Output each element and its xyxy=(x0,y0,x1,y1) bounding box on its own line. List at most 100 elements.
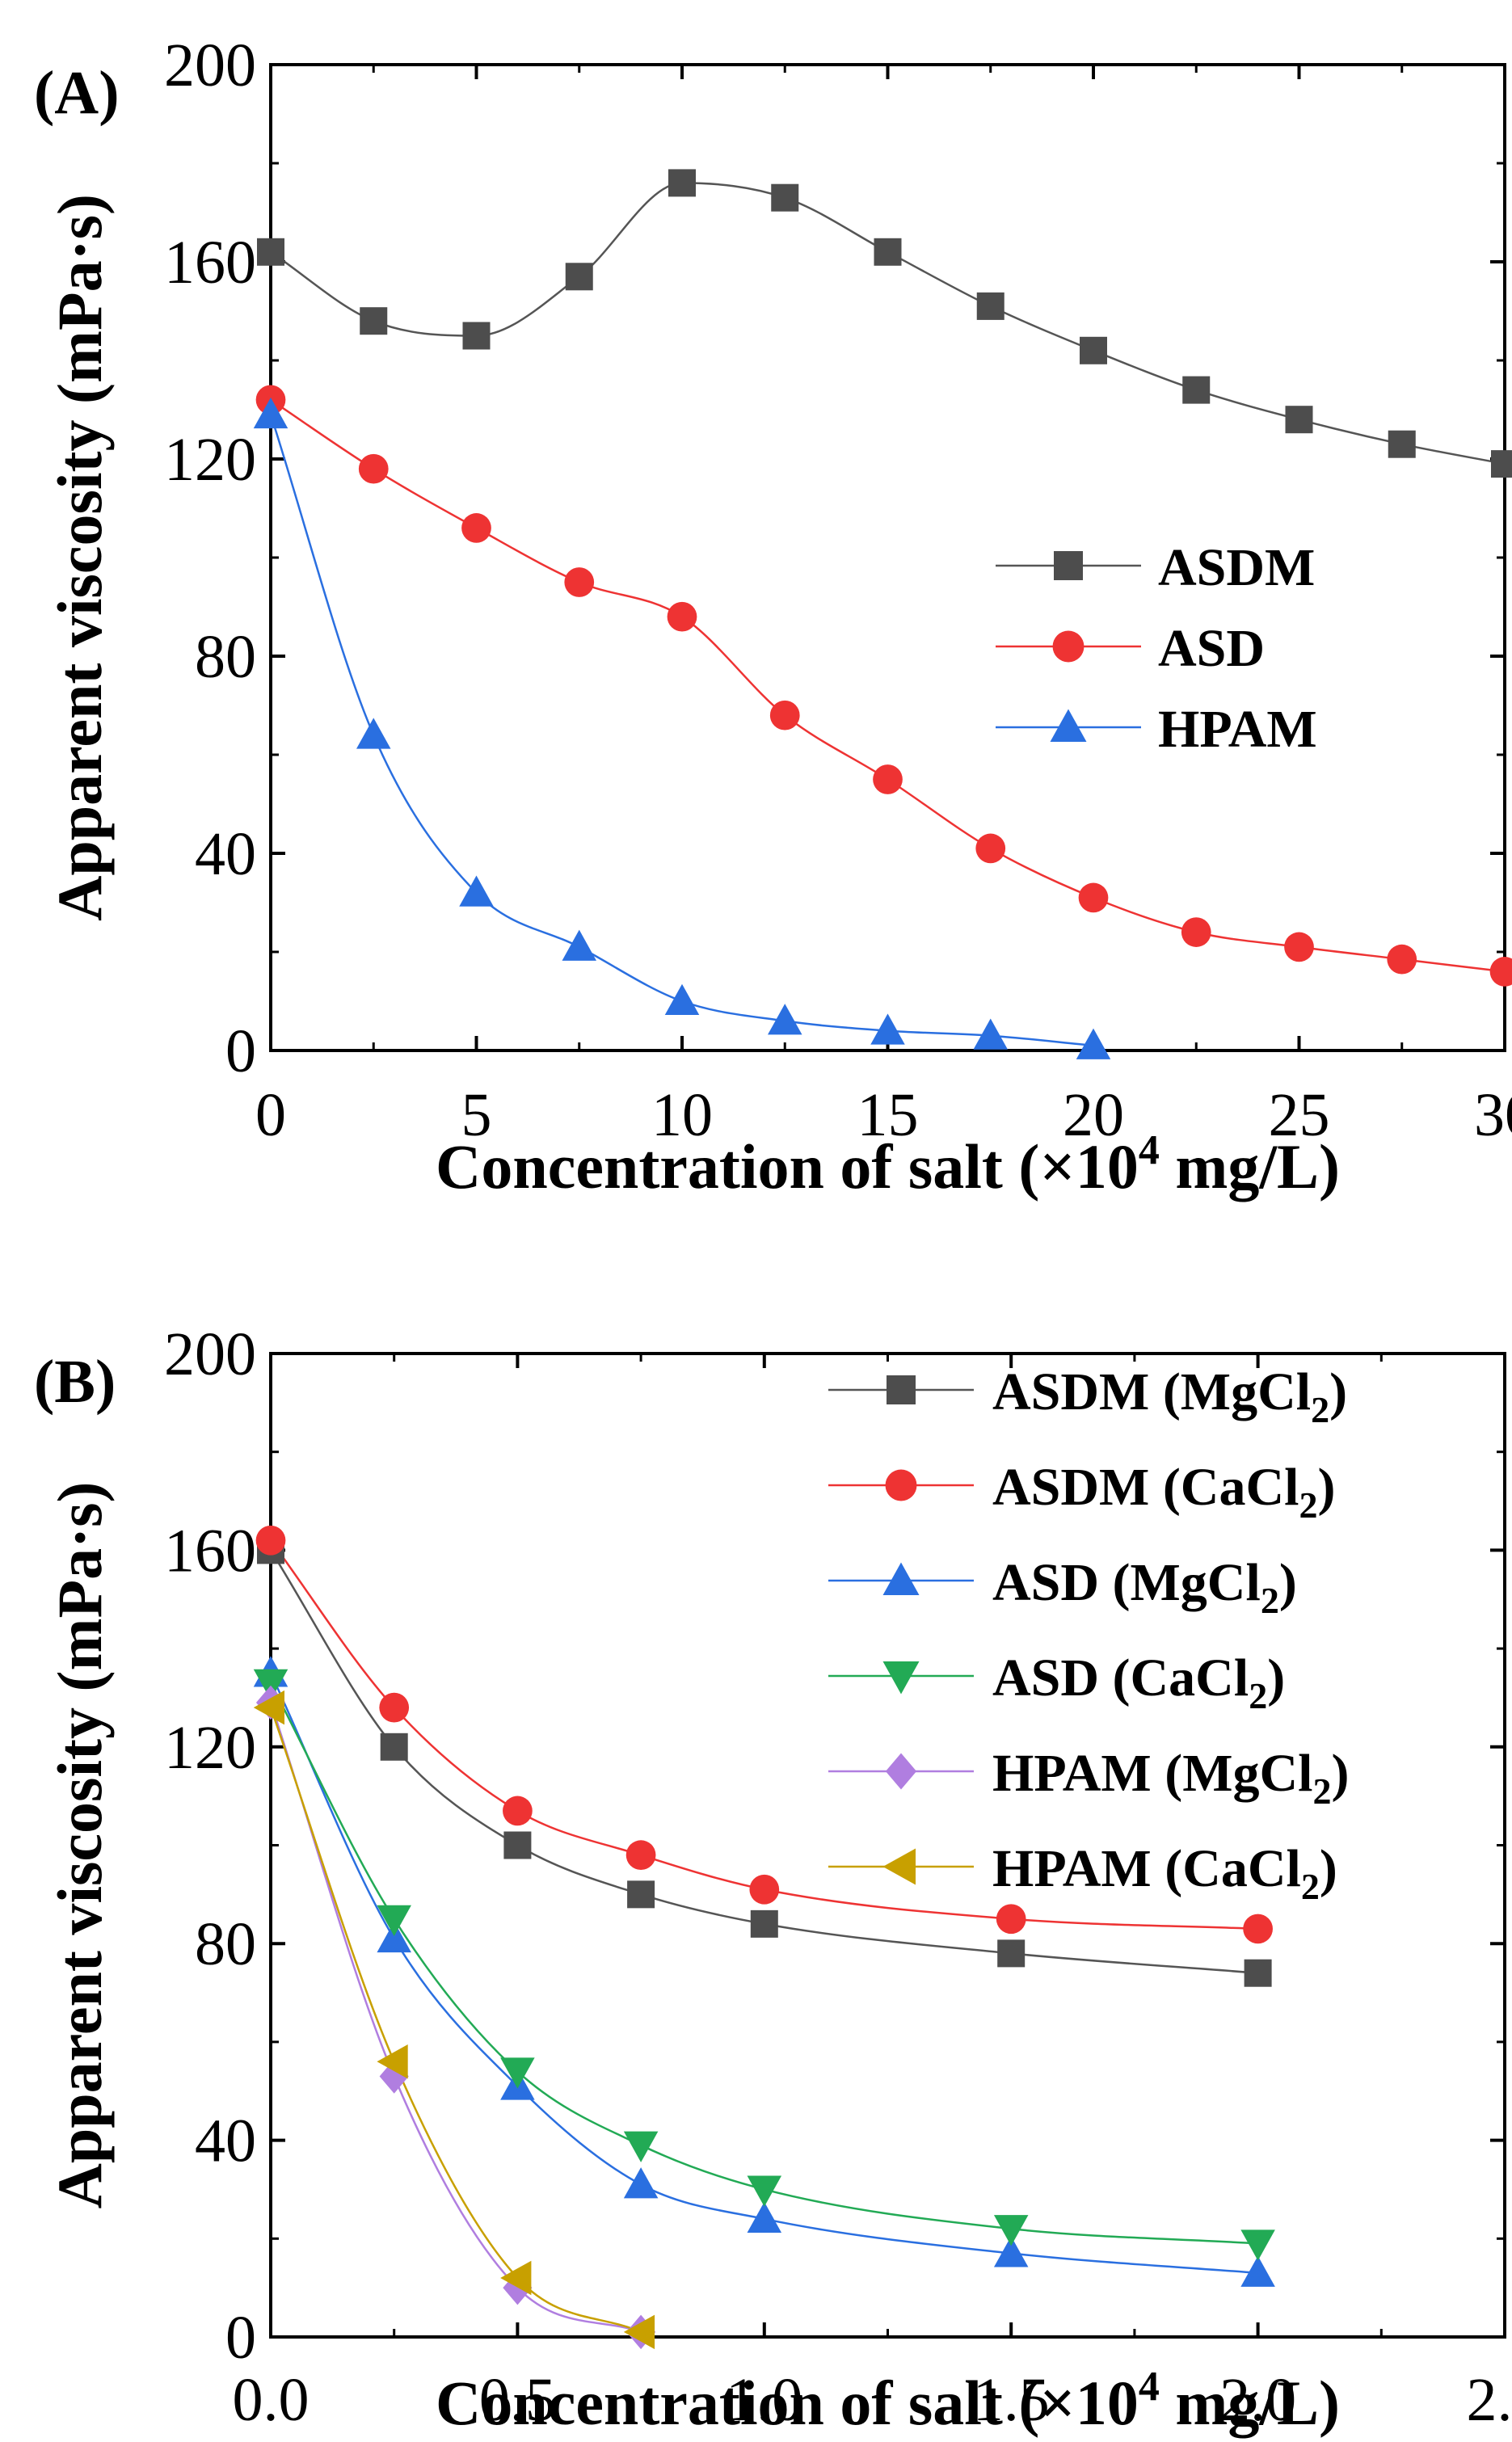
series-line xyxy=(269,414,1094,1047)
data-point xyxy=(1182,376,1211,404)
legend-label: HPAM (CaCl2) xyxy=(992,1839,1337,1907)
data-point xyxy=(750,1909,778,1938)
data-point xyxy=(747,2175,782,2207)
data-point xyxy=(253,1690,284,1725)
panel-b: 0.0 0.5 1.0 1.5 2.0 2.5 0 40 80 120 160 200 (B) Conce… xyxy=(34,1320,1512,2438)
data-point xyxy=(873,764,903,794)
y-tick-label: 120 xyxy=(164,426,256,494)
legend-label-tail: ) xyxy=(1329,1362,1347,1421)
y-tick-label: 160 xyxy=(164,229,256,297)
y-axis-label: Apparent viscosity (mPa·s) xyxy=(44,194,115,921)
x-tick-label: 1.5 xyxy=(973,2366,1050,2434)
x-tick-label: 0.0 xyxy=(233,2366,310,2434)
data-point xyxy=(360,307,388,335)
data-point xyxy=(874,238,902,266)
panel-a: 0 5 10 15 20 25 30 0 40 80 120 160 200 (A) Concentrati… xyxy=(34,32,1512,1202)
x-tick-label: 5 xyxy=(461,1081,492,1149)
data-point xyxy=(749,1874,780,1905)
data-point xyxy=(500,2260,532,2296)
x-axis-label-text: Concentration of salt (×10 xyxy=(436,1131,1139,1202)
data-point xyxy=(503,1831,532,1859)
data-point xyxy=(623,2314,655,2350)
legend-marker xyxy=(882,1661,920,1695)
legend-label: ASDM (MgCl2) xyxy=(992,1362,1347,1430)
panel-label: (B) xyxy=(34,1348,116,1416)
data-point xyxy=(768,1004,802,1035)
legend-label-text: ASD xyxy=(1158,619,1265,678)
data-point xyxy=(771,183,799,212)
data-point xyxy=(1181,917,1211,947)
data-point xyxy=(500,2057,535,2089)
data-point xyxy=(976,292,1004,320)
data-point xyxy=(1240,2229,1275,2261)
legend-label-tail: ) xyxy=(1317,1458,1335,1517)
data-point xyxy=(257,238,284,266)
data-point xyxy=(380,1733,408,1761)
data-point xyxy=(627,1880,655,1909)
legend-marker xyxy=(882,1848,916,1885)
x-tick-label: 0 xyxy=(255,1081,286,1149)
data-point xyxy=(1076,1028,1111,1059)
legend-label: HPAM xyxy=(1158,700,1317,759)
legend-marker xyxy=(1054,551,1083,580)
legend-label-sub: 2 xyxy=(1299,1484,1317,1526)
x-tick-label: 0.5 xyxy=(479,2366,556,2434)
x-axis-label: Concentration of salt (×104 mg/L) xyxy=(436,2364,1340,2438)
data-point xyxy=(462,322,491,350)
data-point xyxy=(562,929,596,961)
legend-label: ASD (CaCl2) xyxy=(992,1648,1285,1716)
data-point xyxy=(623,2131,659,2162)
legend-label: HPAM (MgCl2) xyxy=(992,1744,1349,1812)
y-tick-label: 40 xyxy=(195,2107,256,2175)
data-point xyxy=(1285,406,1313,434)
legend-label-text: ASDM (MgCl xyxy=(992,1362,1311,1421)
legend-label: ASDM (CaCl2) xyxy=(992,1458,1335,1526)
data-point xyxy=(377,1921,411,1953)
x-axis-label-sup: 4 xyxy=(1139,1127,1160,1173)
panel-label: (A) xyxy=(34,59,120,127)
legend-label-sub: 2 xyxy=(1249,1675,1267,1716)
data-point xyxy=(1489,957,1512,987)
data-point xyxy=(459,875,494,907)
series-markers xyxy=(255,1525,1273,1944)
legend: ASDM (MgCl2)ASDM (CaCl2)ASD (MgCl2)ASD (… xyxy=(828,1362,1349,1907)
data-point xyxy=(668,169,696,197)
legend-label-text: ASD (CaCl xyxy=(992,1648,1249,1707)
x-tick-label: 2.5 xyxy=(1467,2366,1512,2434)
data-point xyxy=(1078,882,1109,913)
legend-label-tail: ) xyxy=(1331,1744,1349,1803)
legend-label: ASD xyxy=(1158,619,1265,678)
y-tick-label: 200 xyxy=(164,32,256,99)
data-point xyxy=(461,513,491,543)
legend-marker xyxy=(1050,709,1087,742)
legend-label-text: HPAM xyxy=(1158,700,1317,759)
y-tick-label: 0 xyxy=(225,2304,256,2372)
data-point xyxy=(996,1904,1026,1935)
data-point xyxy=(1387,944,1417,975)
legend-label: ASD (MgCl2) xyxy=(992,1553,1297,1621)
series-markers xyxy=(253,1669,1275,2261)
data-point xyxy=(993,2236,1029,2267)
data-point xyxy=(564,567,595,597)
data-point xyxy=(1243,1914,1273,1944)
legend-marker xyxy=(885,1753,917,1790)
data-point xyxy=(975,833,1006,864)
legend-label-text: ASDM (CaCl xyxy=(992,1458,1299,1517)
legend-label-tail: ) xyxy=(1279,1553,1297,1612)
y-tick-label: 80 xyxy=(195,623,256,691)
data-point xyxy=(997,1939,1026,1968)
y-tick-label: 120 xyxy=(164,1714,256,1782)
series-markers xyxy=(253,1690,655,2350)
data-point xyxy=(253,1669,289,1700)
legend-label-sub: 2 xyxy=(1301,1866,1320,1907)
data-point xyxy=(1080,336,1107,364)
legend-label: ASDM xyxy=(1158,538,1315,597)
series-markers xyxy=(257,169,1512,478)
legend-label-text: HPAM (MgCl xyxy=(992,1744,1312,1803)
legend: ASDM ASD HPAM xyxy=(996,538,1317,759)
legend-label-text: ASD (MgCl xyxy=(992,1553,1261,1612)
data-point xyxy=(255,1525,286,1556)
series-markers xyxy=(255,385,1512,987)
legend-label-tail: ) xyxy=(1320,1839,1337,1898)
